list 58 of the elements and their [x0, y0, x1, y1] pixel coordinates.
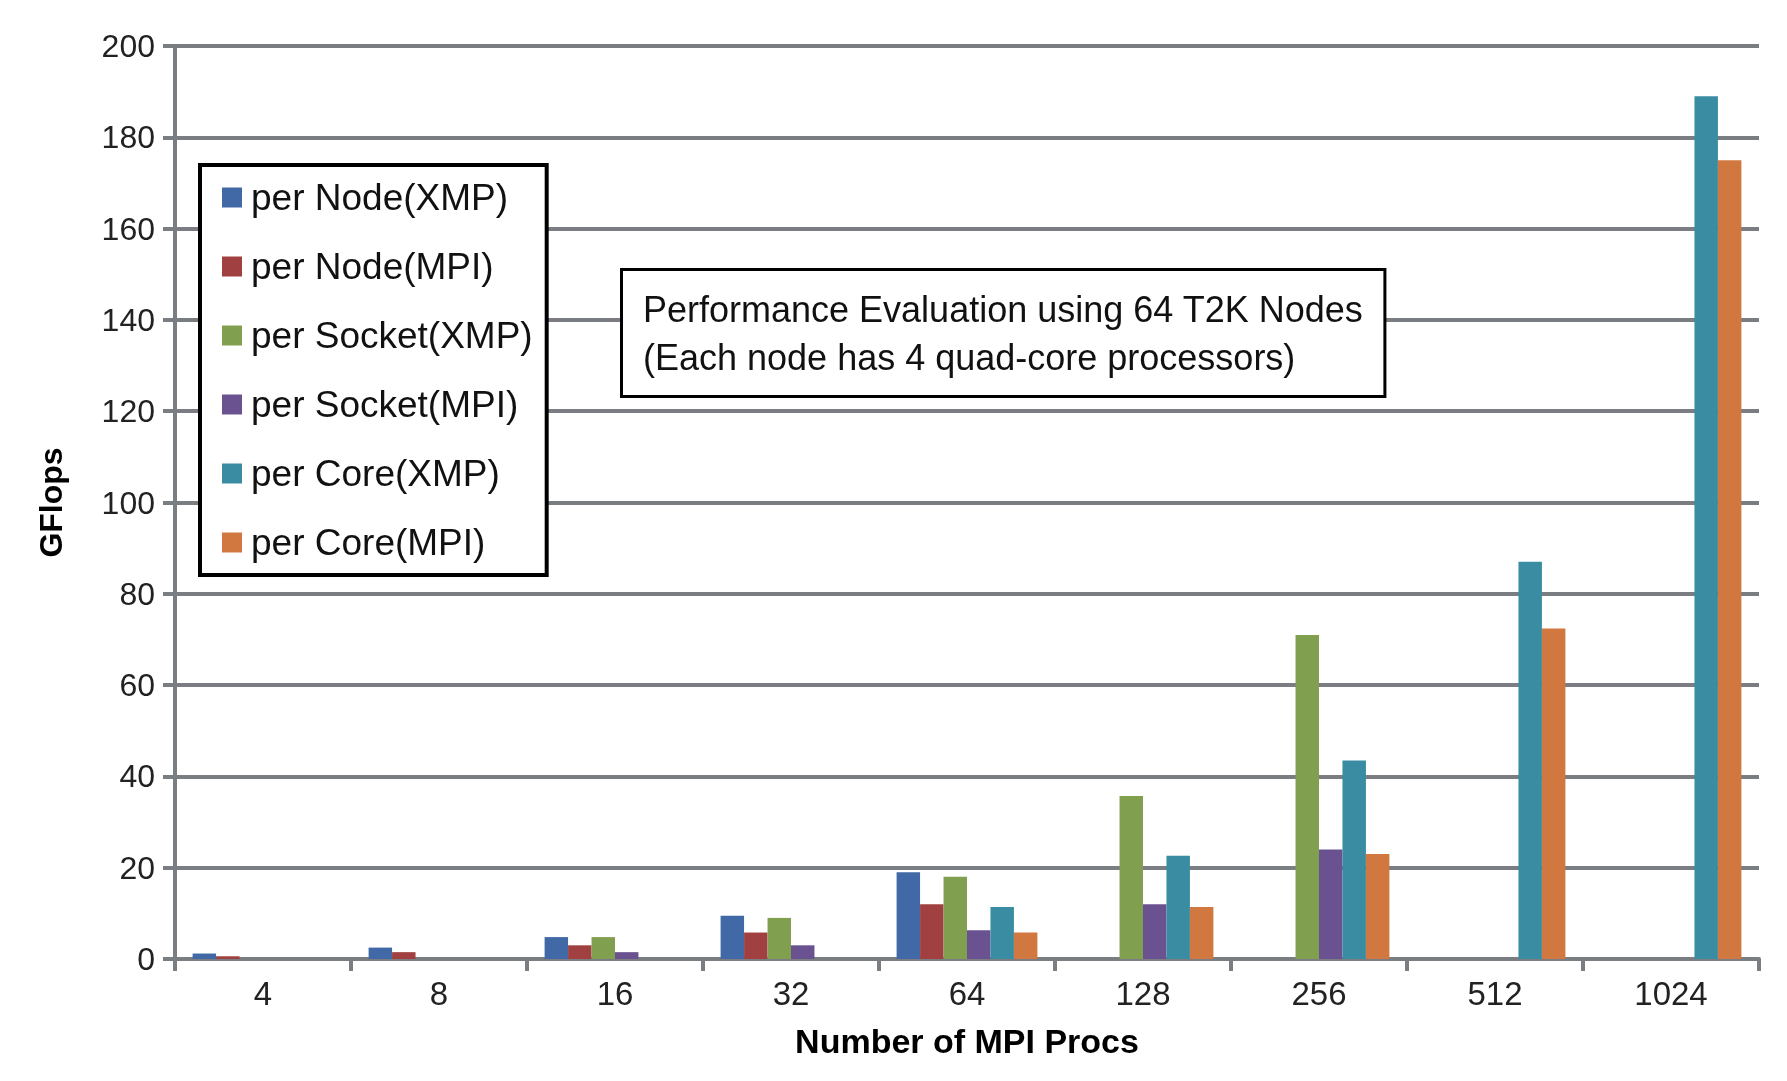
legend-label: per Node(MPI): [251, 246, 494, 287]
bar: [967, 930, 991, 959]
y-tick-label: 0: [137, 941, 155, 977]
bar: [1143, 904, 1167, 959]
legend-label: per Socket(MPI): [251, 384, 519, 425]
legend-label: per Node(XMP): [251, 177, 509, 218]
legend-label: per Core(XMP): [251, 453, 500, 494]
bar: [1365, 854, 1390, 959]
bar: [1119, 796, 1143, 959]
x-tick-label: 8: [429, 975, 449, 1012]
bar: [1189, 906, 1214, 959]
bar: [1694, 96, 1718, 959]
x-tick-label: 64: [948, 975, 986, 1012]
bar: [392, 952, 416, 959]
legend-label: per Core(MPI): [251, 522, 486, 563]
bar: [990, 906, 1014, 959]
x-tick-label: 32: [772, 975, 810, 1012]
y-tick-label: 40: [119, 758, 155, 795]
y-tick-label: 180: [101, 119, 155, 156]
bar: [1342, 760, 1366, 959]
y-tick-label: 60: [119, 667, 155, 704]
bar: [1295, 634, 1319, 959]
y-tick-label: 120: [101, 393, 155, 430]
legend-label: per Socket(XMP): [251, 315, 533, 356]
x-tick-label: 1024: [1634, 975, 1708, 1012]
bar: [1166, 855, 1190, 959]
bar: [1518, 561, 1542, 959]
y-tick-label: 160: [101, 210, 155, 247]
bar: [568, 945, 592, 959]
bar: [591, 937, 615, 959]
bar: [920, 904, 944, 959]
y-tick-label: 140: [101, 301, 155, 338]
y-tick-label: 200: [101, 28, 155, 64]
y-tick-label: 80: [119, 575, 155, 612]
y-tick-label: 20: [119, 849, 155, 886]
bar: [1541, 628, 1566, 959]
bar: [943, 876, 967, 959]
x-tick-label: 128: [1115, 975, 1171, 1012]
bar: [720, 915, 745, 959]
y-tick-label: 100: [101, 484, 155, 521]
bar: [544, 937, 569, 959]
bar: [368, 947, 393, 959]
bar: [1319, 849, 1343, 959]
annotation: Performance Evaluation using 64 T2K Nodes (Each node has 4 quad-core processors): [643, 288, 1363, 378]
bar: [767, 917, 791, 959]
bar: [896, 872, 921, 959]
x-tick-label: 512: [1467, 975, 1523, 1012]
bar: [615, 952, 639, 959]
x-axis-title: Number of MPI Procs: [795, 1022, 1139, 1060]
x-tick-label: 256: [1291, 975, 1347, 1012]
bar: [1013, 932, 1038, 959]
bar: [744, 932, 768, 959]
y-axis-title: GFlops: [33, 447, 69, 558]
bar: [216, 956, 240, 959]
bar: [791, 945, 815, 959]
x-tick-label: 4: [253, 975, 273, 1012]
x-tick-label: 16: [596, 975, 634, 1012]
bar: [1717, 160, 1742, 959]
